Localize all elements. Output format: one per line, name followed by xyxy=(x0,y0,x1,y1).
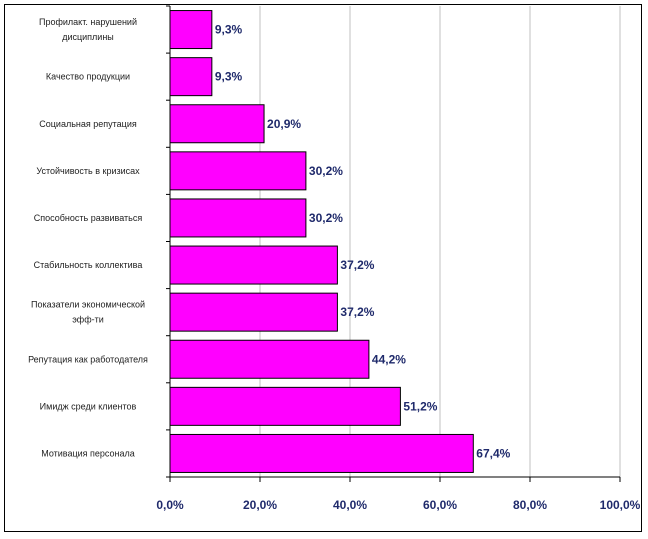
category-label: Имидж среди клиентов xyxy=(40,401,137,411)
category-label: Показатели экономической xyxy=(31,300,145,310)
bar-value-label: 37,2% xyxy=(340,305,374,319)
x-tick-label: 60,0% xyxy=(423,498,457,512)
category-label: Способность развиваться xyxy=(34,213,143,223)
bar xyxy=(169,151,307,191)
category-label: эфф-ти xyxy=(72,315,104,325)
category-label: Мотивация персонала xyxy=(41,448,135,458)
category-label: Качество продукции xyxy=(46,72,130,82)
x-tick-label: 80,0% xyxy=(513,498,547,512)
category-label: Устойчивость в кризисах xyxy=(36,166,140,176)
bar-value-label: 20,9% xyxy=(267,117,301,131)
bar-value-label: 9,3% xyxy=(215,70,243,84)
category-label: Социальная репутация xyxy=(39,119,137,129)
bar xyxy=(169,10,213,50)
bar xyxy=(169,57,213,97)
bar xyxy=(169,245,338,285)
bar-value-label: 9,3% xyxy=(215,23,243,37)
bar xyxy=(169,198,307,238)
category-label: дисциплины xyxy=(62,32,114,42)
bar xyxy=(169,292,338,332)
bar xyxy=(169,339,370,379)
bar xyxy=(169,104,265,144)
bar-value-label: 37,2% xyxy=(340,258,374,272)
bar-value-label: 44,2% xyxy=(372,352,406,366)
bar xyxy=(169,433,474,473)
x-tick-label: 40,0% xyxy=(333,498,367,512)
category-label: Стабильность коллектива xyxy=(34,260,143,270)
bar-value-label: 30,2% xyxy=(309,164,343,178)
bar-value-label: 51,2% xyxy=(403,399,437,413)
bar-value-label: 30,2% xyxy=(309,211,343,225)
x-tick-label: 20,0% xyxy=(243,498,277,512)
category-label: Профилакт. нарушений xyxy=(39,17,137,27)
category-label: Репутация как работодателя xyxy=(28,354,148,364)
bar xyxy=(169,386,401,426)
bar-value-label: 67,4% xyxy=(476,446,510,460)
x-tick-label: 0,0% xyxy=(156,498,184,512)
x-tick-label: 100,0% xyxy=(600,498,641,512)
